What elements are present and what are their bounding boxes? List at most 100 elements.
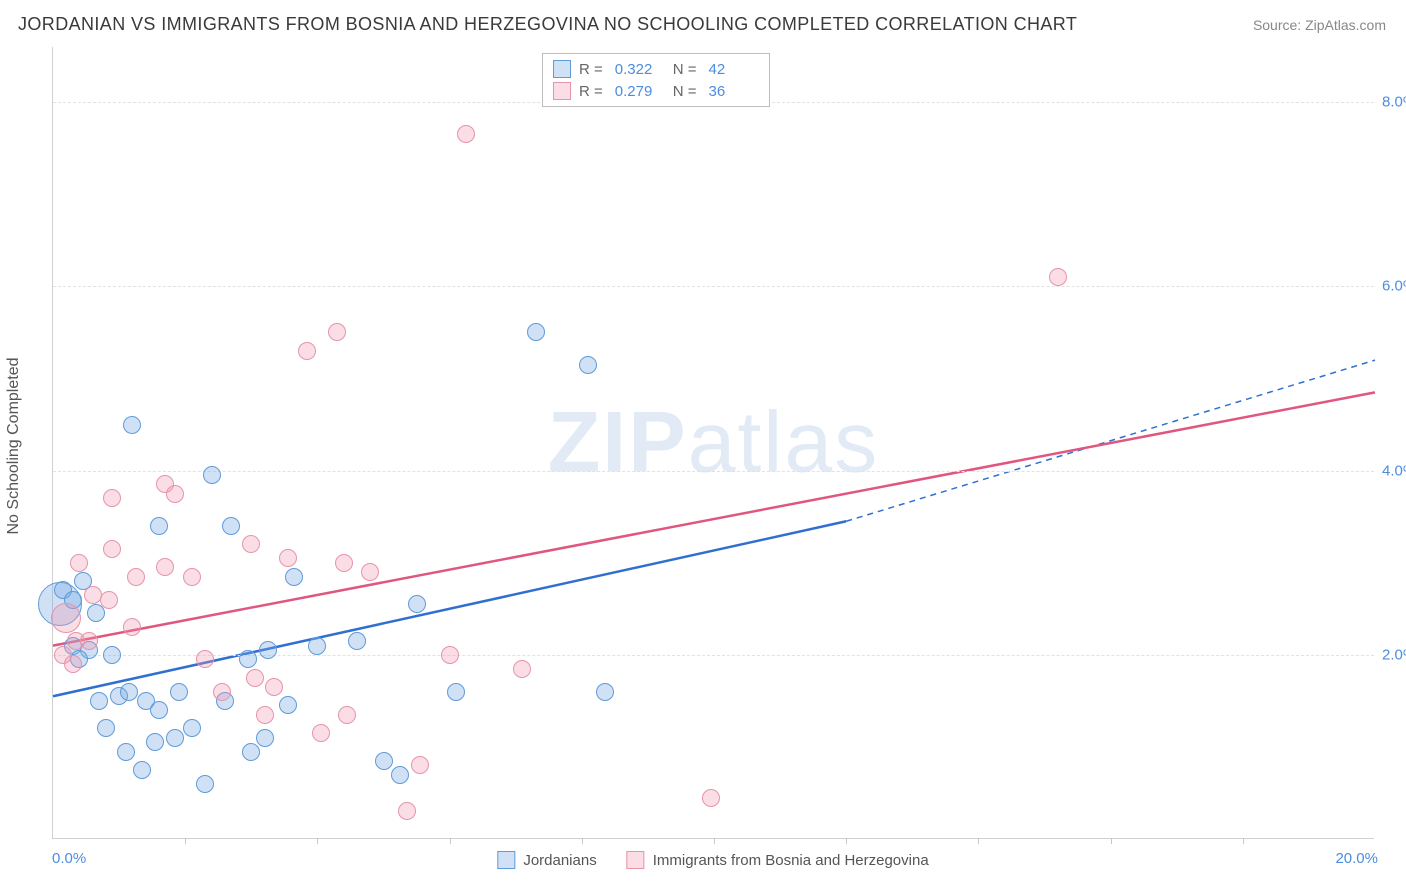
data-point	[285, 568, 303, 586]
data-point	[156, 558, 174, 576]
source-label: Source: ZipAtlas.com	[1253, 17, 1386, 33]
data-point	[133, 761, 151, 779]
n-value: 36	[709, 83, 759, 100]
data-point	[312, 724, 330, 742]
r-value: 0.279	[615, 83, 665, 100]
chart-area: ZIPatlas 2.0%4.0%6.0%8.0% 0.0% 20.0% Jor…	[52, 47, 1374, 839]
data-point	[146, 733, 164, 751]
data-point	[279, 696, 297, 714]
data-point	[103, 646, 121, 664]
y-tick-label: 6.0%	[1382, 278, 1406, 295]
n-label: N =	[673, 61, 697, 78]
data-point	[97, 719, 115, 737]
regression-line	[53, 392, 1375, 645]
r-label: R =	[579, 83, 603, 100]
data-point	[702, 789, 720, 807]
data-point	[117, 743, 135, 761]
x-tick	[714, 838, 715, 844]
data-point	[84, 586, 102, 604]
data-point	[183, 719, 201, 737]
data-point	[183, 568, 201, 586]
data-point	[457, 125, 475, 143]
n-value: 42	[709, 61, 759, 78]
x-axis-max-label: 20.0%	[1335, 850, 1378, 867]
data-point	[87, 604, 105, 622]
data-point	[127, 568, 145, 586]
data-point	[596, 683, 614, 701]
data-point	[328, 323, 346, 341]
series-label: Immigrants from Bosnia and Herzegovina	[653, 852, 929, 869]
data-point	[513, 660, 531, 678]
x-tick	[317, 838, 318, 844]
series-swatch	[627, 851, 645, 869]
regression-line	[53, 521, 846, 696]
legend-item: Jordanians	[497, 851, 596, 869]
data-point	[348, 632, 366, 650]
data-point	[80, 632, 98, 650]
data-point	[408, 595, 426, 613]
data-point	[411, 756, 429, 774]
data-point	[335, 554, 353, 572]
n-label: N =	[673, 83, 697, 100]
r-label: R =	[579, 61, 603, 78]
regression-lines-layer	[53, 47, 1374, 838]
gridline	[53, 286, 1374, 287]
x-tick	[1111, 838, 1112, 844]
data-point	[103, 489, 121, 507]
data-point	[239, 650, 257, 668]
data-point	[579, 356, 597, 374]
data-point	[70, 554, 88, 572]
data-point	[123, 416, 141, 434]
y-tick-label: 8.0%	[1382, 94, 1406, 111]
x-tick	[185, 838, 186, 844]
gridline	[53, 471, 1374, 472]
data-point	[256, 706, 274, 724]
x-tick	[582, 838, 583, 844]
data-point	[1049, 268, 1067, 286]
data-point	[447, 683, 465, 701]
data-point	[54, 646, 72, 664]
data-point	[123, 618, 141, 636]
r-value: 0.322	[615, 61, 665, 78]
series-swatch	[497, 851, 515, 869]
data-point	[441, 646, 459, 664]
legend-bottom: Jordanians Immigrants from Bosnia and Her…	[497, 851, 928, 869]
data-point	[170, 683, 188, 701]
data-point	[100, 591, 118, 609]
data-point	[527, 323, 545, 341]
data-point	[222, 517, 240, 535]
data-point	[308, 637, 326, 655]
y-tick-label: 4.0%	[1382, 462, 1406, 479]
correlation-legend: R = 0.322 N = 42 R = 0.279 N = 36	[542, 53, 770, 107]
data-point	[298, 342, 316, 360]
legend-item: Immigrants from Bosnia and Herzegovina	[627, 851, 929, 869]
data-point	[265, 678, 283, 696]
data-point	[398, 802, 416, 820]
y-tick-label: 2.0%	[1382, 646, 1406, 663]
data-point	[196, 775, 214, 793]
correlation-row: R = 0.322 N = 42	[553, 58, 759, 80]
data-point	[391, 766, 409, 784]
x-axis-min-label: 0.0%	[52, 850, 86, 867]
data-point	[375, 752, 393, 770]
data-point	[203, 466, 221, 484]
data-point	[51, 603, 81, 633]
data-point	[196, 650, 214, 668]
x-tick	[978, 838, 979, 844]
data-point	[279, 549, 297, 567]
correlation-row: R = 0.279 N = 36	[553, 80, 759, 102]
y-axis-label: No Schooling Completed	[5, 358, 23, 535]
header-bar: JORDANIAN VS IMMIGRANTS FROM BOSNIA AND …	[0, 0, 1406, 43]
data-point	[103, 540, 121, 558]
data-point	[120, 683, 138, 701]
data-point	[90, 692, 108, 710]
x-tick	[1243, 838, 1244, 844]
chart-title: JORDANIAN VS IMMIGRANTS FROM BOSNIA AND …	[18, 14, 1077, 35]
data-point	[150, 517, 168, 535]
data-point	[256, 729, 274, 747]
data-point	[338, 706, 356, 724]
x-tick	[846, 838, 847, 844]
regression-line-extrapolated	[846, 360, 1375, 521]
data-point	[361, 563, 379, 581]
data-point	[166, 485, 184, 503]
